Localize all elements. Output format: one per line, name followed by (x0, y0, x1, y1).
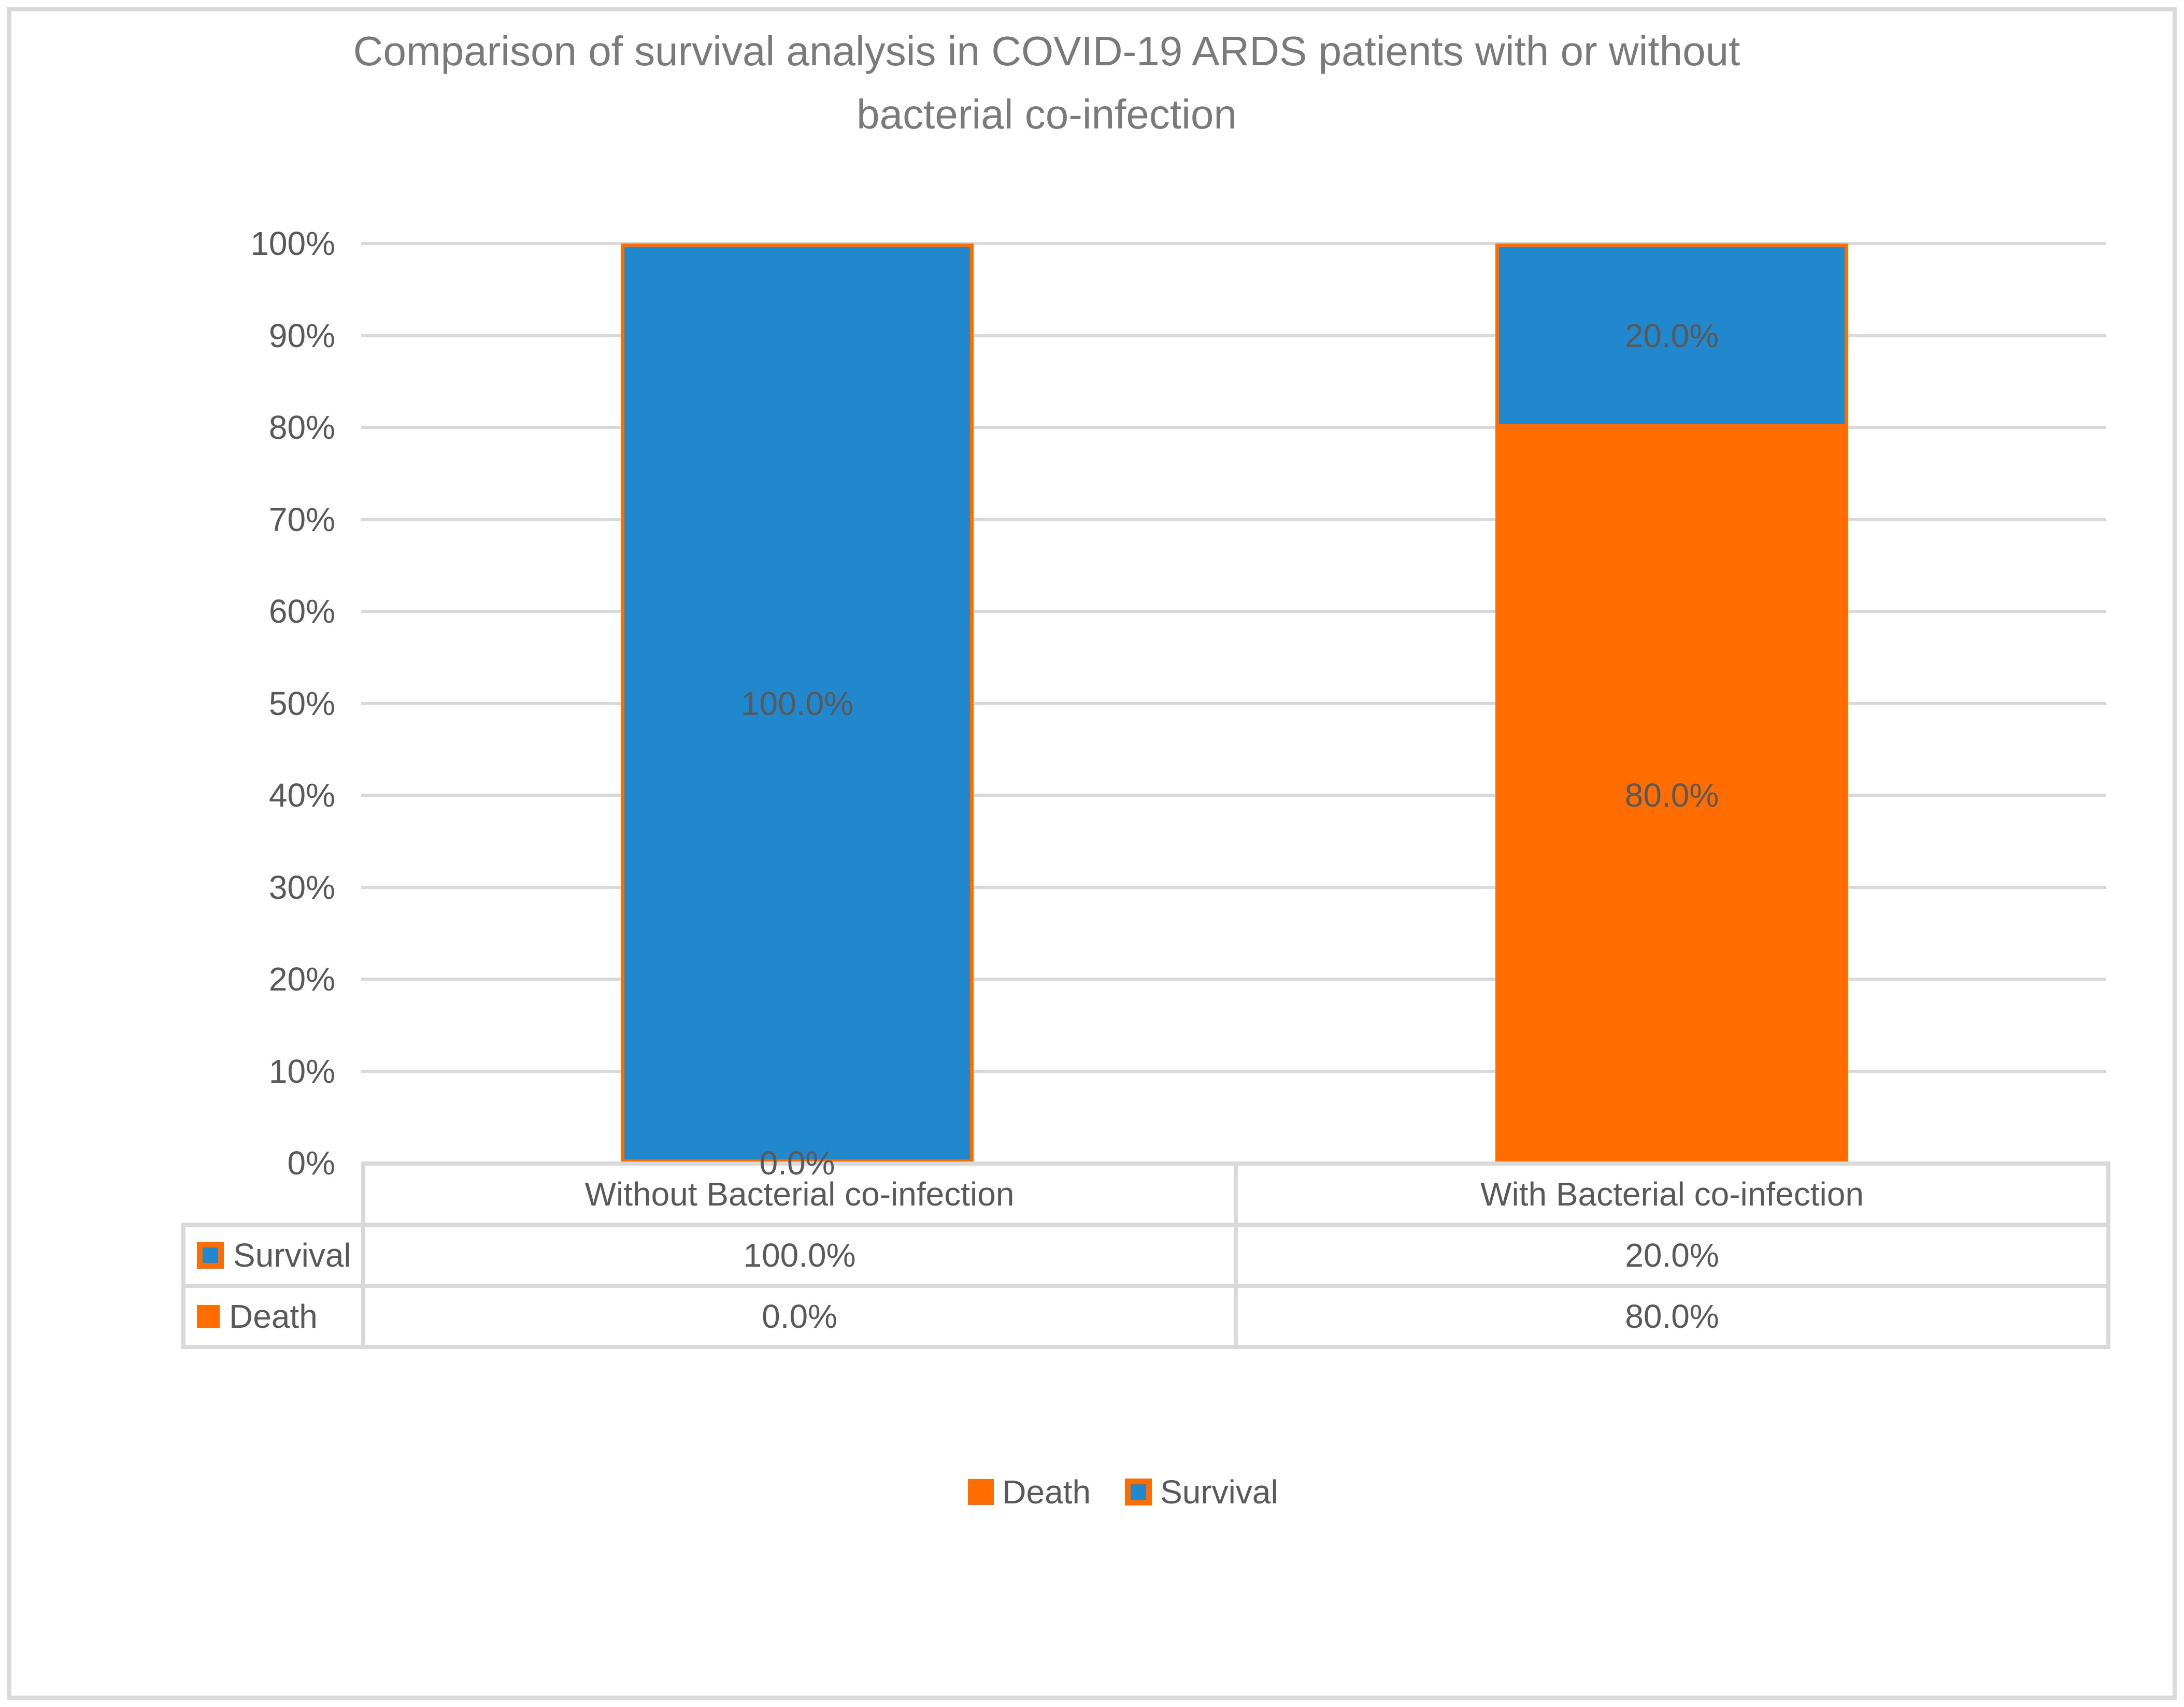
y-axis-tick-label: 60% (268, 593, 335, 630)
table-cell-death-with: 80.0% (1234, 1284, 2110, 1349)
gridline (361, 426, 2106, 429)
legend-label: Survival (1160, 1473, 1278, 1511)
table-cell-death-without: 0.0% (361, 1284, 1238, 1349)
plot-area: 100% 90% 80% 70% 60% 50% 40% 30% 20% 10%… (250, 227, 2106, 1182)
table-cell-survival-without: 100.0% (361, 1223, 1238, 1288)
y-axis-tick-label: 40% (268, 777, 335, 814)
gridline (361, 885, 2106, 889)
table-row-label: Death (229, 1298, 318, 1335)
y-axis-tick-label: 100% (250, 225, 335, 262)
y-axis-tick-label: 80% (268, 409, 335, 446)
survival-series-key-icon (197, 1242, 224, 1269)
y-axis-tick-label: 50% (268, 685, 335, 722)
death-bar-with-coinfection: 80.0% (1495, 427, 1848, 1163)
y-axis-tick-label: 30% (268, 869, 335, 906)
survival-bar-with-coinfection: 20.0% (1495, 243, 1848, 427)
y-axis-tick-label: 20% (268, 960, 335, 998)
table-row-header-survival: Survival (181, 1223, 365, 1288)
bar-data-label: 100.0% (740, 684, 854, 722)
gridline (361, 794, 2106, 797)
table-cell-survival-with: 20.0% (1234, 1223, 2110, 1288)
bar-data-label: 80.0% (1624, 777, 1719, 814)
bar-data-label: 20.0% (1624, 317, 1719, 354)
survival-bar-without-coinfection: 100.0% (621, 243, 974, 1163)
y-axis-tick-label: 0% (287, 1144, 336, 1182)
death-series-key-icon (197, 1305, 220, 1328)
death-bar-without-coinfection-label: 0.0% (759, 1144, 835, 1182)
table-category-header-2: With Bacterial co-infection (1234, 1161, 2110, 1227)
legend-item-death: Death (968, 1473, 1091, 1511)
chart-title-line-1: Comparison of survival analysis in COVID… (353, 28, 1740, 74)
gridline (361, 978, 2106, 981)
legend-label: Death (1002, 1473, 1091, 1511)
table-category-header-1: Without Bacterial co-infection (361, 1161, 1238, 1227)
gridline (361, 610, 2106, 613)
gridline (361, 518, 2106, 521)
chart-title: Comparison of survival analysis in COVID… (155, 20, 1938, 146)
legend-item-survival: Survival (1125, 1473, 1278, 1511)
y-axis-tick-label: 10% (268, 1053, 335, 1090)
table-row-header-death: Death (181, 1284, 365, 1349)
gridline (361, 242, 2106, 245)
gridline (361, 701, 2106, 705)
chart-legend: Death Survival (0, 1466, 2184, 1518)
table-row-label: Survival (233, 1237, 351, 1274)
death-legend-swatch-icon (968, 1479, 994, 1505)
gridline (361, 334, 2106, 337)
y-axis-tick-label: 90% (268, 317, 335, 354)
y-axis-tick-label: 70% (268, 501, 335, 538)
gridline (361, 1069, 2106, 1073)
survival-legend-swatch-icon (1125, 1479, 1152, 1505)
chart-title-line-2: bacterial co-infection (857, 91, 1237, 137)
